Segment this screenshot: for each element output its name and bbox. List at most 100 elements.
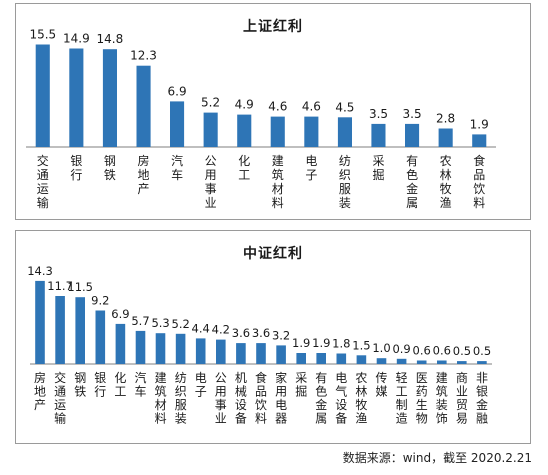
category-label: 交通运输 xyxy=(37,153,49,210)
bar-4 xyxy=(95,310,106,364)
data-label: 4.4 xyxy=(192,321,210,335)
data-label: 1.5 xyxy=(352,338,370,352)
data-label: 1.0 xyxy=(372,341,390,355)
data-label: 5.2 xyxy=(172,317,190,331)
bar-chart-shangzheng: 15.5 交通运输 14.9 银行 14.8 钢铁 12.3 房地产 6.9 汽车 5.2 公用事业 4… xyxy=(26,28,496,210)
category-label: 钢铁 xyxy=(104,154,116,182)
category-label: 轻工制造 xyxy=(396,371,408,426)
data-label: 1.8 xyxy=(332,337,350,351)
bar-17 xyxy=(356,355,367,364)
bar-6 xyxy=(203,112,218,147)
category-label: 建筑装饰 xyxy=(436,371,448,426)
bar-9 xyxy=(195,338,206,364)
bar-6 xyxy=(135,330,146,364)
data-label: 3.6 xyxy=(232,326,250,340)
bar-3 xyxy=(102,49,117,148)
data-label: 6.9 xyxy=(168,84,187,98)
bar-21 xyxy=(437,360,447,364)
bar-19 xyxy=(396,358,407,364)
bar-11 xyxy=(371,123,386,147)
chart-panel-shangzheng: 上证红利 15.5 交通运输 14.9 银行 14.8 钢铁 12.3 房地产 6.9 汽车 5.2… xyxy=(15,3,531,220)
category-label: 采掘 xyxy=(372,154,384,182)
data-label: 11.5 xyxy=(67,280,93,294)
data-label: 2.8 xyxy=(436,112,455,126)
bar-14 xyxy=(296,353,306,364)
data-label: 14.3 xyxy=(27,264,53,278)
category-label: 银行 xyxy=(70,154,82,182)
data-label: 4.5 xyxy=(335,100,354,114)
category-label: 农林牧渔 xyxy=(440,154,452,210)
category-label: 房地产 xyxy=(137,153,149,196)
category-label: 交通运输 xyxy=(54,370,66,426)
category-label: 化工 xyxy=(238,154,250,182)
bar-2 xyxy=(69,48,84,147)
category-label: 有色金属 xyxy=(315,371,327,426)
data-label: 14.8 xyxy=(97,32,124,46)
bar-1 xyxy=(35,44,50,147)
category-label: 商业贸易 xyxy=(456,370,468,426)
category-label: 银行 xyxy=(94,371,106,399)
category-label: 电气设备 xyxy=(335,371,347,426)
bar-16 xyxy=(336,353,347,364)
bar-11 xyxy=(236,343,246,364)
data-label: 0.6 xyxy=(413,344,431,358)
bar-22 xyxy=(457,361,467,364)
category-label: 传媒 xyxy=(375,370,387,399)
category-label: 汽车 xyxy=(171,153,183,182)
data-label: 3.5 xyxy=(369,107,388,121)
data-label: 5.2 xyxy=(201,96,220,110)
bar-14 xyxy=(472,134,487,147)
bar-5 xyxy=(170,101,185,147)
data-label: 4.6 xyxy=(302,100,321,114)
category-label: 食品饮料 xyxy=(473,153,485,210)
category-label: 建筑材料 xyxy=(272,154,284,210)
category-label: 农林牧渔 xyxy=(355,371,367,426)
data-label: 5.7 xyxy=(131,314,149,328)
category-label: 电子 xyxy=(195,371,207,399)
bar-2 xyxy=(55,296,65,364)
bar-18 xyxy=(376,358,387,364)
bar-9 xyxy=(304,116,319,147)
chart-title: 上证红利 xyxy=(243,19,303,35)
data-label: 0.9 xyxy=(392,342,410,356)
data-label: 4.9 xyxy=(235,98,254,112)
category-label: 公用事业 xyxy=(205,154,217,210)
category-label: 汽车 xyxy=(134,370,146,399)
data-label: 4.2 xyxy=(212,323,230,337)
bar-15 xyxy=(316,353,326,364)
data-source-note: 数据来源：wind，截至 2020.2.21 xyxy=(342,451,532,465)
bar-23 xyxy=(477,361,487,364)
data-label: 12.3 xyxy=(130,49,157,63)
bar-10 xyxy=(216,339,226,364)
category-label: 公用事业 xyxy=(215,371,227,426)
data-label: 1.9 xyxy=(470,117,489,131)
category-label: 电子 xyxy=(305,154,317,182)
bar-4 xyxy=(136,65,151,147)
data-label: 3.5 xyxy=(403,107,422,121)
bar-chart-zhongzheng: 14.3 房地产 11.7 交通运输 11.5 钢铁 9.2 银行 6.9 化工 5.7 汽车 5.3 建… xyxy=(27,264,492,426)
bar-12 xyxy=(256,343,266,364)
data-label: 3.2 xyxy=(272,328,290,342)
category-label: 建筑材料 xyxy=(155,371,167,426)
data-label: 14.9 xyxy=(63,32,90,46)
data-label: 5.3 xyxy=(151,316,169,330)
bar-20 xyxy=(416,360,427,364)
category-label: 采掘 xyxy=(295,371,307,399)
category-label: 家用电器 xyxy=(275,370,287,426)
data-label: 4.6 xyxy=(268,100,287,114)
category-label: 房地产 xyxy=(34,370,46,412)
data-label: 11.7 xyxy=(47,279,73,293)
data-label: 1.9 xyxy=(292,336,310,350)
category-label: 有色金属 xyxy=(406,154,418,210)
category-label: 纺织服装 xyxy=(175,371,187,426)
bar-8 xyxy=(270,116,285,147)
bar-8 xyxy=(175,333,186,364)
category-label: 食品饮料 xyxy=(255,370,267,426)
chart-title: 中证红利 xyxy=(243,246,303,262)
bar-7 xyxy=(155,333,166,364)
category-label: 医药生物 xyxy=(416,371,428,426)
chart-panel-zhongzheng: 中证红利 14.3 房地产 11.7 交通运输 11.5 钢铁 9.2 银行 6.9 化工 5.7 汽… xyxy=(15,230,531,444)
bar-12 xyxy=(405,123,420,147)
category-label: 化工 xyxy=(114,371,126,399)
data-label: 9.2 xyxy=(91,294,109,308)
